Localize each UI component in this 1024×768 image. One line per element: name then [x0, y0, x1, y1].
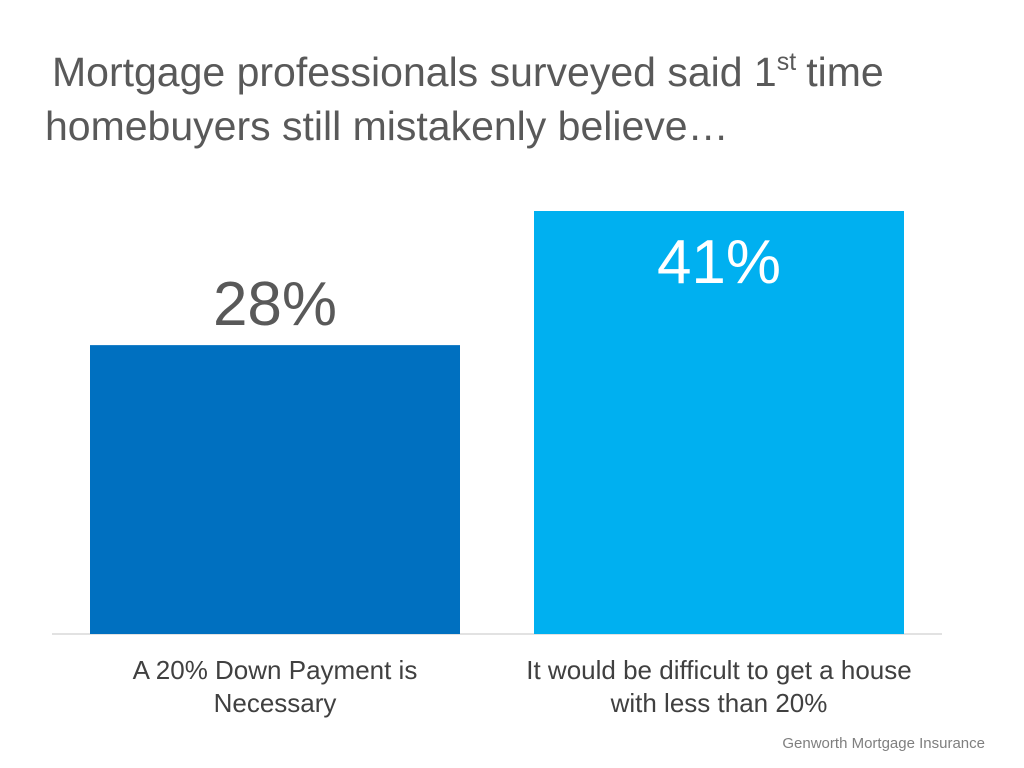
chart-title: homebuyers still mistakenly believe… — [45, 103, 729, 149]
bar — [90, 345, 460, 634]
title-superscript: st — [777, 48, 797, 76]
bar — [534, 211, 904, 634]
title-text: Mortgage professionals surveyed said 1 — [52, 49, 777, 95]
value-label: 41% — [657, 228, 781, 297]
x-tick-label: It would be difficult to get a house — [526, 655, 911, 685]
value-label: 28% — [213, 270, 337, 339]
source: Genworth Mortgage Insurance — [782, 735, 985, 752]
x-tick-label: with less than 20% — [610, 688, 828, 718]
x-tick-label: A 20% Down Payment is — [133, 655, 418, 685]
title-text: time — [806, 49, 883, 95]
x-tick-label: Necessary — [214, 688, 337, 718]
chart-title: Mortgage professionals surveyed said 1st… — [52, 48, 884, 95]
